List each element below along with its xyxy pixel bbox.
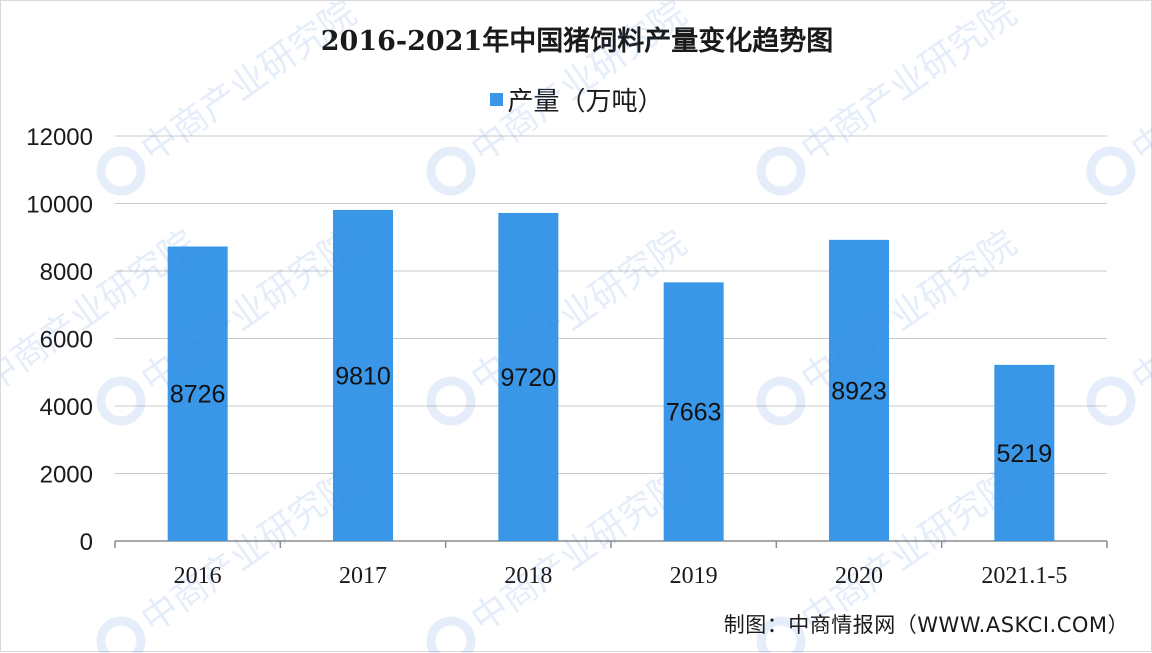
bar — [333, 209, 393, 541]
bar — [167, 246, 228, 541]
legend-label: 产量（万吨） — [507, 87, 664, 117]
data-label: 9810 — [335, 362, 391, 390]
source-note: 制图：中商情报网（WWW.ASKCI.COM） — [723, 613, 1129, 637]
x-tick-label: 2018 — [504, 563, 552, 589]
x-tick-label: 2019 — [670, 563, 718, 589]
bar — [994, 364, 1055, 541]
data-label: 9720 — [501, 364, 557, 392]
bar — [663, 282, 724, 541]
data-label: 7663 — [666, 399, 722, 427]
y-tick-label: 10000 — [26, 192, 93, 219]
y-tick-label: 8000 — [40, 259, 93, 286]
data-label: 8726 — [170, 381, 226, 409]
legend: 产量（万吨） — [1, 81, 1152, 118]
y-tick-label: 0 — [80, 529, 93, 556]
x-tick-label: 2017 — [339, 563, 387, 589]
y-tick-label: 4000 — [40, 394, 93, 421]
data-label: 5219 — [997, 440, 1053, 468]
x-tick-label: 2021.1-5 — [981, 563, 1067, 589]
x-tick-label: 2016 — [174, 563, 222, 589]
bar — [829, 239, 889, 541]
legend-swatch — [490, 93, 504, 106]
y-tick-label: 2000 — [40, 462, 93, 489]
y-tick-label: 6000 — [40, 327, 93, 354]
bar — [498, 212, 559, 541]
x-tick-label: 2020 — [835, 563, 883, 589]
data-label: 8923 — [831, 377, 887, 405]
chart-title: 2016-2021年中国猪饲料产量变化趋势图 — [320, 26, 834, 57]
y-tick-label: 12000 — [26, 124, 93, 151]
